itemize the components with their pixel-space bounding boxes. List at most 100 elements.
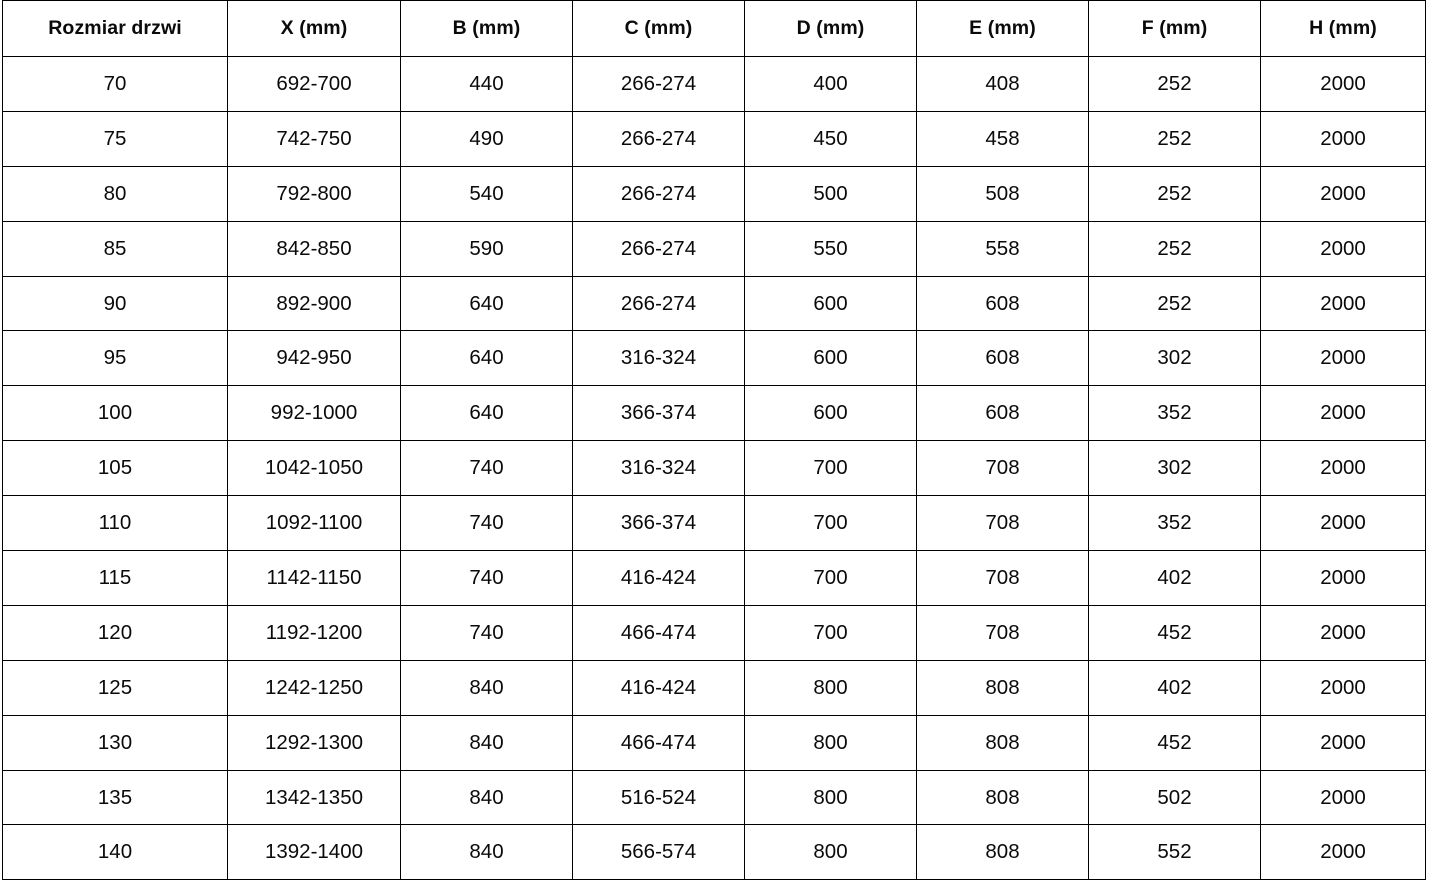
table-cell-h: 2000 <box>1260 110 1426 167</box>
table-row: 130 1292-1300 840 466-474 800 808 452 2000 <box>2 714 1426 771</box>
table-cell-size: 105 <box>2 440 228 497</box>
table-cell-x: 1342-1350 <box>227 769 401 826</box>
table-header: Rozmiar drzwi X (mm) B (mm) C (mm) D (mm… <box>2 0 1426 57</box>
table-cell-f: 402 <box>1088 550 1261 606</box>
table-cell-c: 266-274 <box>572 275 745 332</box>
table-row: 110 1092-1100 740 366-374 700 708 352 2000 <box>2 495 1426 552</box>
table-cell-d: 700 <box>744 550 917 606</box>
table-cell-f: 502 <box>1088 769 1261 826</box>
table-cell-d: 800 <box>744 714 917 771</box>
table-cell-d: 450 <box>744 110 917 167</box>
table-cell-b: 840 <box>400 714 573 771</box>
table-cell-b: 740 <box>400 604 573 661</box>
table-cell-d: 700 <box>744 440 917 497</box>
table-cell-x: 1392-1400 <box>227 824 401 880</box>
table-cell-h: 2000 <box>1260 56 1426 112</box>
table-cell-e: 408 <box>916 56 1089 112</box>
table-cell-h: 2000 <box>1260 385 1426 442</box>
table-cell-f: 452 <box>1088 714 1261 771</box>
table-cell-b: 740 <box>400 550 573 606</box>
table-cell-d: 600 <box>744 330 917 387</box>
table-cell-x: 942-950 <box>227 330 401 387</box>
column-header-h: H (mm) <box>1260 0 1426 57</box>
table-body: 70 692-700 440 266-274 400 408 252 2000 75 742-75… <box>2 56 1426 880</box>
table-cell-e: 808 <box>916 659 1089 716</box>
table-cell-size: 130 <box>2 714 228 771</box>
table-cell-size: 140 <box>2 824 228 880</box>
table-cell-c: 266-274 <box>572 165 745 222</box>
table-row: 95 942-950 640 316-324 600 608 302 2000 <box>2 330 1426 387</box>
table-cell-c: 566-574 <box>572 824 745 880</box>
table-cell-b: 640 <box>400 385 573 442</box>
column-header-d: D (mm) <box>744 0 917 57</box>
table-cell-b: 640 <box>400 330 573 387</box>
table-cell-d: 600 <box>744 275 917 332</box>
table-cell-h: 2000 <box>1260 220 1426 277</box>
table-cell-x: 742-750 <box>227 110 401 167</box>
table-cell-d: 800 <box>744 659 917 716</box>
table-row: 140 1392-1400 840 566-574 800 808 552 2000 <box>2 824 1426 880</box>
table-cell-size: 85 <box>2 220 228 277</box>
table-cell-b: 740 <box>400 495 573 552</box>
table-cell-c: 466-474 <box>572 604 745 661</box>
table-cell-d: 500 <box>744 165 917 222</box>
table-cell-size: 120 <box>2 604 228 661</box>
column-header-f: F (mm) <box>1088 0 1261 57</box>
table-cell-b: 590 <box>400 220 573 277</box>
table-row: 125 1242-1250 840 416-424 800 808 402 2000 <box>2 659 1426 716</box>
table-cell-size: 90 <box>2 275 228 332</box>
table-cell-c: 316-324 <box>572 330 745 387</box>
table-cell-e: 608 <box>916 385 1089 442</box>
table-cell-x: 1242-1250 <box>227 659 401 716</box>
table-cell-h: 2000 <box>1260 714 1426 771</box>
table-cell-d: 400 <box>744 56 917 112</box>
table-row: 135 1342-1350 840 516-524 800 808 502 2000 <box>2 769 1426 826</box>
table-cell-h: 2000 <box>1260 550 1426 606</box>
table-cell-c: 516-524 <box>572 769 745 826</box>
table-cell-h: 2000 <box>1260 769 1426 826</box>
table-cell-f: 402 <box>1088 659 1261 716</box>
table-cell-e: 808 <box>916 824 1089 880</box>
table-row: 100 992-1000 640 366-374 600 608 352 2000 <box>2 385 1426 442</box>
table-cell-e: 708 <box>916 550 1089 606</box>
table-cell-d: 550 <box>744 220 917 277</box>
table-cell-x: 1142-1150 <box>227 550 401 606</box>
table-cell-f: 452 <box>1088 604 1261 661</box>
table-cell-c: 466-474 <box>572 714 745 771</box>
table-cell-e: 608 <box>916 275 1089 332</box>
table-cell-c: 416-424 <box>572 659 745 716</box>
table-cell-x: 892-900 <box>227 275 401 332</box>
table-cell-h: 2000 <box>1260 330 1426 387</box>
column-header-c: C (mm) <box>572 0 745 57</box>
table-cell-size: 70 <box>2 56 228 112</box>
table-row: 80 792-800 540 266-274 500 508 252 2000 <box>2 165 1426 222</box>
table-cell-h: 2000 <box>1260 659 1426 716</box>
table-cell-x: 792-800 <box>227 165 401 222</box>
table-cell-h: 2000 <box>1260 275 1426 332</box>
table-row: 70 692-700 440 266-274 400 408 252 2000 <box>2 56 1426 112</box>
table-cell-f: 302 <box>1088 330 1261 387</box>
table-cell-h: 2000 <box>1260 604 1426 661</box>
table-row: 90 892-900 640 266-274 600 608 252 2000 <box>2 275 1426 332</box>
table-cell-h: 2000 <box>1260 495 1426 552</box>
table-cell-e: 508 <box>916 165 1089 222</box>
table-cell-f: 252 <box>1088 220 1261 277</box>
table-cell-f: 302 <box>1088 440 1261 497</box>
table-cell-size: 75 <box>2 110 228 167</box>
table-cell-b: 840 <box>400 824 573 880</box>
table-cell-b: 540 <box>400 165 573 222</box>
table-cell-f: 352 <box>1088 385 1261 442</box>
table-cell-size: 95 <box>2 330 228 387</box>
table-cell-f: 252 <box>1088 110 1261 167</box>
table-cell-c: 366-374 <box>572 385 745 442</box>
table-cell-f: 252 <box>1088 56 1261 112</box>
table-cell-c: 266-274 <box>572 110 745 167</box>
table-cell-e: 558 <box>916 220 1089 277</box>
table-cell-x: 842-850 <box>227 220 401 277</box>
table-row: 75 742-750 490 266-274 450 458 252 2000 <box>2 110 1426 167</box>
table-cell-size: 110 <box>2 495 228 552</box>
table-cell-b: 490 <box>400 110 573 167</box>
table-cell-size: 125 <box>2 659 228 716</box>
table-row: 105 1042-1050 740 316-324 700 708 302 2000 <box>2 440 1426 497</box>
